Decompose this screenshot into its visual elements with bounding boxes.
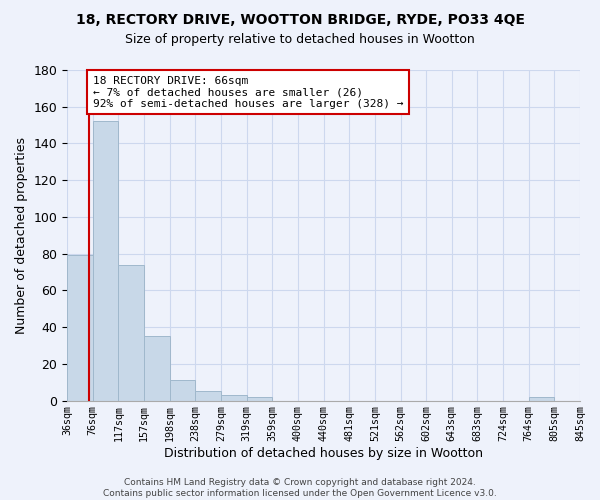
Bar (196, 392, 221, 400)
Bar (67, 256, 93, 400)
Text: Size of property relative to detached houses in Wootton: Size of property relative to detached ho… (125, 32, 475, 46)
Bar (118, 264, 144, 400)
Bar (144, 336, 170, 400)
Bar (247, 397, 272, 400)
Bar (170, 380, 196, 400)
Bar (221, 395, 247, 400)
Text: 18 RECTORY DRIVE: 66sqm
← 7% of detached houses are smaller (26)
92% of semi-det: 18 RECTORY DRIVE: 66sqm ← 7% of detached… (93, 76, 403, 108)
Bar (529, 397, 554, 400)
X-axis label: Distribution of detached houses by size in Wootton: Distribution of detached houses by size … (164, 447, 483, 460)
Text: Contains HM Land Registry data © Crown copyright and database right 2024.
Contai: Contains HM Land Registry data © Crown c… (103, 478, 497, 498)
Bar (93, 122, 118, 400)
Y-axis label: Number of detached properties: Number of detached properties (15, 137, 28, 334)
Text: 18, RECTORY DRIVE, WOOTTON BRIDGE, RYDE, PO33 4QE: 18, RECTORY DRIVE, WOOTTON BRIDGE, RYDE,… (76, 12, 524, 26)
